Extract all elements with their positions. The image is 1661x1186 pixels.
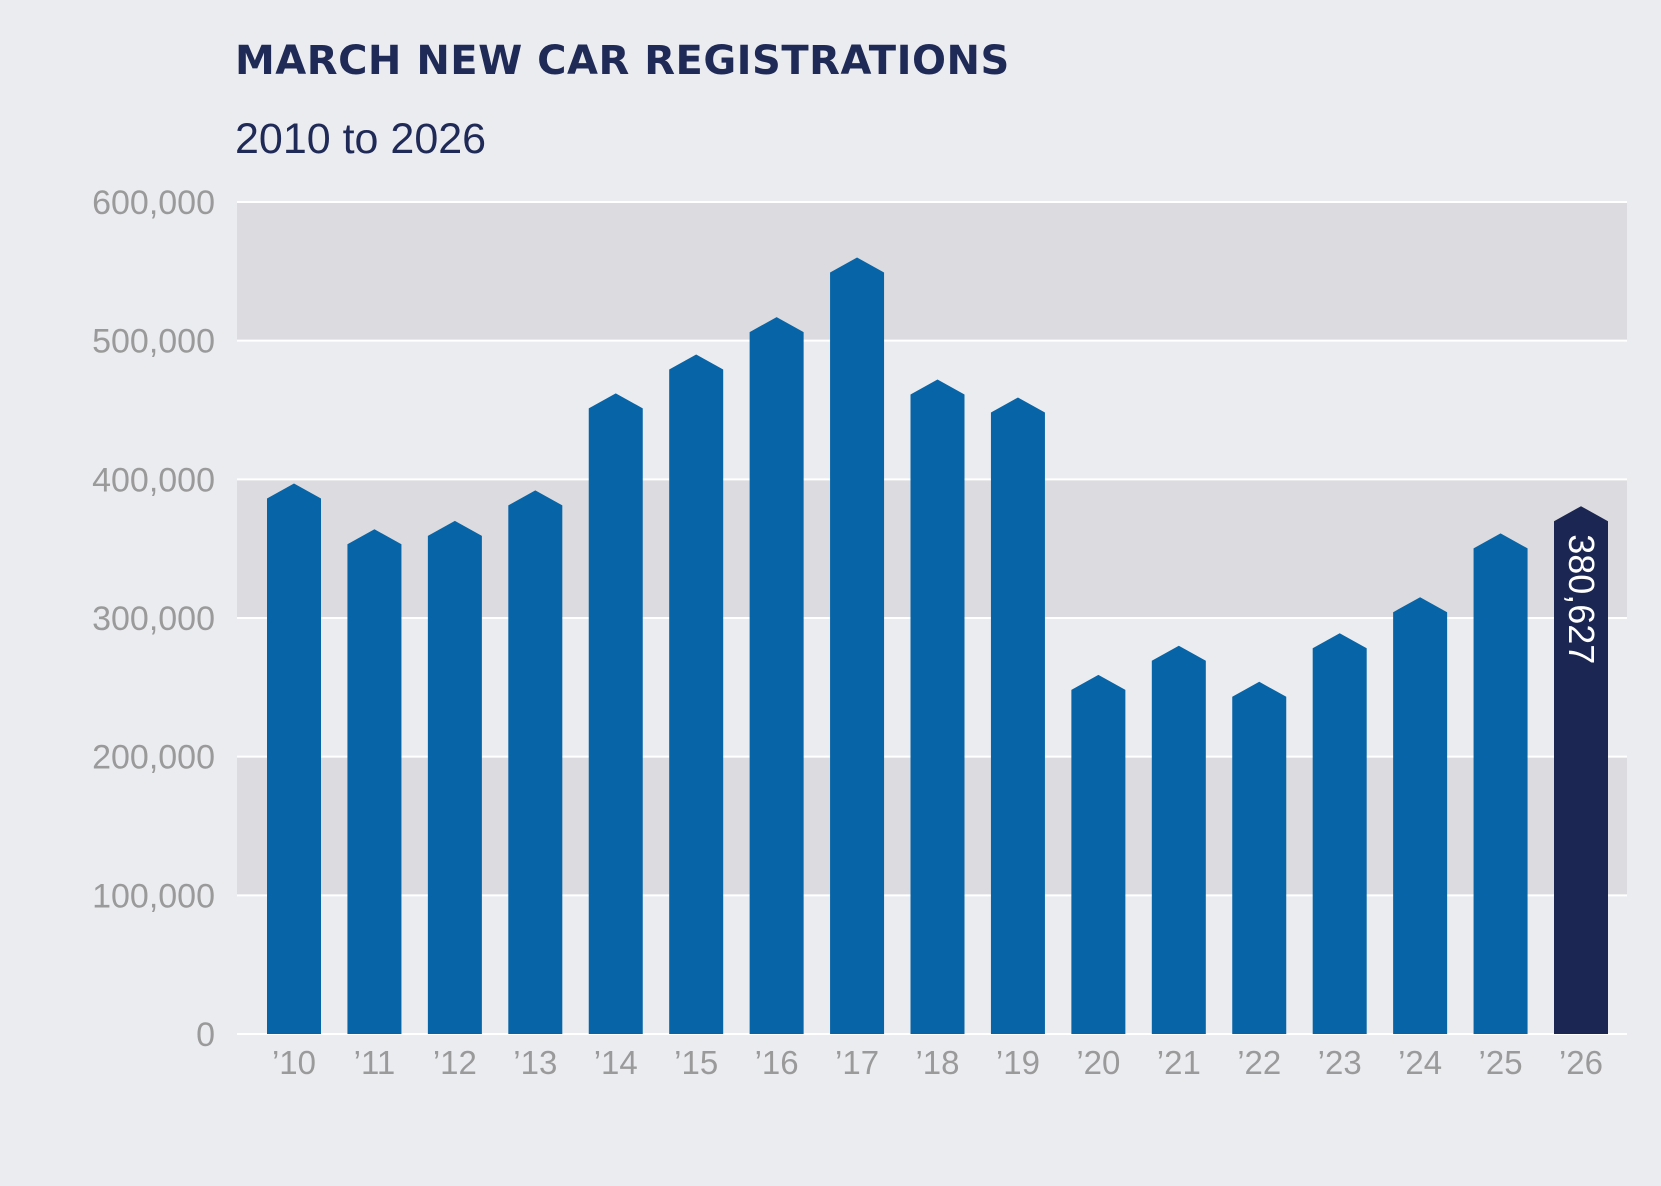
bar-value-label: 380,627 — [1561, 534, 1602, 664]
bar — [267, 483, 321, 1034]
x-tick-label: ’10 — [272, 1044, 316, 1081]
bars — [267, 257, 1608, 1035]
x-axis: ’10 ’11 ’12 ’13 ’14 ’15 ’16 ’17 ’18 ’19 ’20 ’21 ’22 ’… — [272, 1044, 1603, 1081]
band-500000 — [237, 202, 1627, 341]
x-tick-label: ’11 — [354, 1044, 396, 1081]
y-axis: 0 100,000 200,000 300,000 400,000 500,000 600,… — [92, 184, 215, 1054]
x-tick-label: ’12 — [433, 1044, 477, 1081]
x-tick-label: ’26 — [1559, 1044, 1603, 1081]
x-tick-label: ’14 — [594, 1044, 638, 1081]
x-tick-label: ’20 — [1076, 1044, 1120, 1081]
bar — [669, 354, 724, 1034]
bar — [508, 490, 563, 1035]
x-tick-label: ’15 — [674, 1044, 718, 1081]
bar — [910, 379, 965, 1034]
bar — [749, 317, 804, 1034]
y-tick-label: 400,000 — [92, 461, 215, 499]
y-tick-label: 200,000 — [92, 739, 215, 777]
bar — [1312, 633, 1367, 1034]
x-tick-label: ’18 — [915, 1044, 959, 1081]
bar — [1393, 597, 1448, 1034]
x-tick-label: ’16 — [755, 1044, 799, 1081]
x-tick-label: ’13 — [513, 1044, 557, 1081]
x-tick-label: ’24 — [1398, 1044, 1442, 1081]
x-tick-label: ’22 — [1237, 1044, 1281, 1081]
chart-title: MARCH NEW CAR REGISTRATIONS — [235, 38, 1010, 84]
bar — [427, 520, 482, 1034]
y-tick-label: 100,000 — [92, 877, 215, 915]
y-tick-label: 300,000 — [92, 600, 215, 638]
bar — [1151, 645, 1206, 1034]
bar — [830, 257, 885, 1034]
x-tick-label: ’19 — [996, 1044, 1040, 1081]
y-tick-label: 0 — [196, 1016, 215, 1054]
bar — [1071, 674, 1126, 1034]
x-tick-label: ’25 — [1479, 1044, 1523, 1081]
bar — [990, 397, 1045, 1034]
bar — [1473, 533, 1528, 1034]
chart-subtitle: 2010 to 2026 — [235, 115, 487, 163]
x-tick-label: ’23 — [1318, 1044, 1362, 1081]
y-tick-label: 600,000 — [92, 184, 215, 222]
data-labels: 380,627 — [1561, 534, 1602, 664]
bar — [1232, 681, 1287, 1034]
bar — [347, 529, 402, 1034]
bar-highlight — [1554, 506, 1608, 1034]
x-tick-label: ’17 — [835, 1044, 879, 1081]
bar — [588, 393, 643, 1034]
y-tick-label: 500,000 — [92, 323, 215, 361]
x-tick-label: ’21 — [1157, 1044, 1201, 1081]
